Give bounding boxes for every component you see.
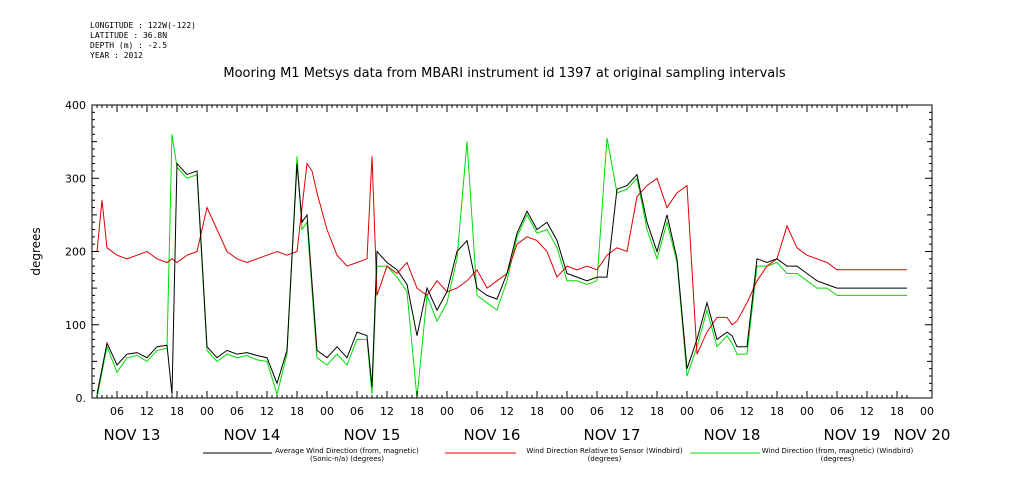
x-tick-label: 12 — [860, 405, 874, 418]
x-tick-label: 00 — [440, 405, 454, 418]
y-tick-label: 200 — [65, 246, 86, 259]
x-tick-label: 06 — [110, 405, 124, 418]
x-tick-label: 18 — [410, 405, 424, 418]
series-layer — [96, 134, 907, 398]
x-day-label: NOV 20 — [894, 426, 951, 444]
latitude-text: LATITUDE : 36.8N — [90, 31, 168, 40]
x-tick-label: 18 — [890, 405, 904, 418]
series-line-1 — [96, 156, 907, 355]
x-tick-label: 00 — [560, 405, 574, 418]
x-tick-label: 12 — [620, 405, 634, 418]
x-tick-label: 00 — [800, 405, 814, 418]
x-axis: 06 12 18 00 06 12 18 00 06 12 18 00 06 12 18 00 06 12 18 00… — [96, 105, 951, 444]
x-tick-label: 18 — [530, 405, 544, 418]
x-tick-label: 18 — [650, 405, 664, 418]
legend-label-windbird-wind-direction: Wind Direction (from, magnetic) (Windbir… — [761, 447, 914, 463]
x-day-label: NOV 16 — [464, 426, 521, 444]
x-tick-label: 12 — [500, 405, 514, 418]
x-tick-label: 06 — [350, 405, 364, 418]
x-tick-label: 06 — [590, 405, 604, 418]
station-metadata: LONGITUDE : 122W(-122) LATITUDE : 36.8N … — [90, 21, 196, 61]
y-tick-label: 400 — [65, 99, 86, 112]
x-day-label: NOV 17 — [584, 426, 641, 444]
series-line-0 — [96, 162, 907, 395]
y-axis-label: degrees — [29, 227, 43, 275]
y-tick-label: 100 — [65, 319, 86, 332]
longitude-text: LONGITUDE : 122W(-122) — [90, 21, 196, 30]
x-day-label: NOV 13 — [104, 426, 161, 444]
year-text: YEAR : 2012 — [90, 51, 143, 60]
depth-text: DEPTH (m) : -2.5 — [90, 41, 168, 50]
x-tick-label: 06 — [230, 405, 244, 418]
x-tick-label: 00 — [680, 405, 694, 418]
legend-label-average-wind-direction: Average Wind Direction (from, magnetic) … — [275, 447, 419, 463]
legend-label-relative-wind-direction: Wind Direction Relative to Sensor (Windb… — [526, 447, 683, 463]
x-tick-label: 00 — [200, 405, 214, 418]
x-tick-label: 12 — [740, 405, 754, 418]
x-tick-label: 12 — [380, 405, 394, 418]
x-day-label: NOV 14 — [224, 426, 281, 444]
y-tick-label: 300 — [65, 172, 86, 185]
x-tick-label: 18 — [290, 405, 304, 418]
x-tick-label: 12 — [260, 405, 274, 418]
series-line-2 — [96, 134, 907, 398]
x-day-label: NOV 19 — [824, 426, 881, 444]
y-axis: 0. 100 200 300 400 — [65, 99, 932, 405]
x-tick-label: 00 — [920, 405, 934, 418]
chart-title: Mooring M1 Metsys data from MBARI instru… — [223, 66, 786, 81]
y-tick-label: 0. — [76, 392, 87, 405]
x-tick-label: 06 — [470, 405, 484, 418]
x-tick-label: 12 — [140, 405, 154, 418]
x-tick-label: 06 — [710, 405, 724, 418]
x-tick-label: 18 — [770, 405, 784, 418]
x-tick-label: 00 — [320, 405, 334, 418]
x-day-label: NOV 18 — [704, 426, 761, 444]
x-day-label: NOV 15 — [344, 426, 401, 444]
x-tick-label: 06 — [830, 405, 844, 418]
x-tick-label: 18 — [170, 405, 184, 418]
